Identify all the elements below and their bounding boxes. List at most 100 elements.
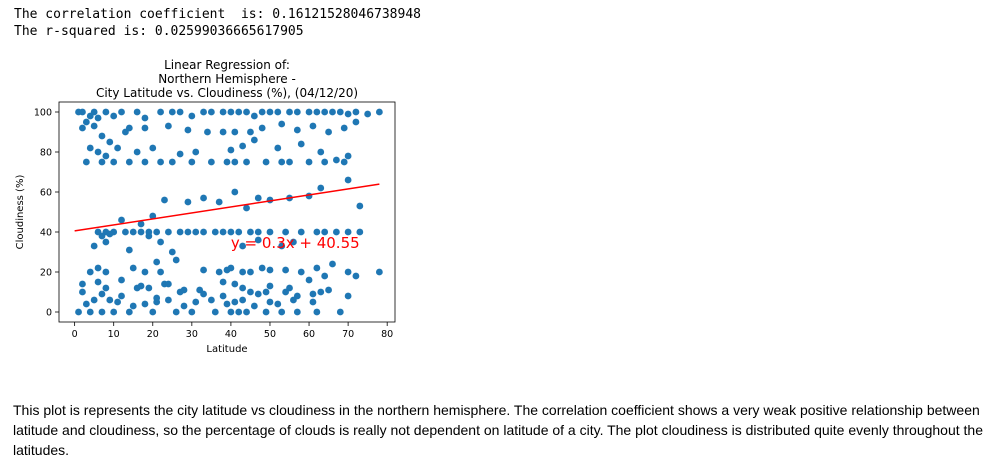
data-point xyxy=(82,300,90,308)
y-tick-label: 80 xyxy=(40,148,52,159)
data-point xyxy=(102,108,110,116)
x-tick-label: 50 xyxy=(264,329,276,340)
data-point xyxy=(219,128,227,136)
data-point xyxy=(125,246,133,254)
data-point xyxy=(227,308,235,316)
data-point xyxy=(200,228,207,236)
data-point xyxy=(176,228,184,236)
x-axis-label: Latitude xyxy=(206,344,247,355)
data-point xyxy=(79,124,86,132)
data-point xyxy=(243,308,250,316)
data-point xyxy=(313,308,321,316)
data-point xyxy=(106,296,114,304)
data-point xyxy=(321,158,329,166)
data-point xyxy=(247,228,254,236)
data-point xyxy=(286,158,293,166)
data-point xyxy=(141,300,149,308)
data-point xyxy=(239,284,247,292)
data-point xyxy=(133,148,141,156)
data-point xyxy=(157,268,164,276)
data-point xyxy=(274,108,282,116)
data-point xyxy=(184,126,192,134)
data-point xyxy=(293,308,301,316)
data-point xyxy=(219,108,227,116)
regression-line xyxy=(74,183,380,232)
data-point xyxy=(336,308,344,316)
data-point xyxy=(122,128,129,136)
data-point xyxy=(86,144,94,152)
data-point xyxy=(297,140,305,148)
data-point xyxy=(313,108,321,116)
data-point xyxy=(239,142,247,150)
data-point xyxy=(262,288,270,296)
data-point xyxy=(235,308,243,316)
data-point xyxy=(317,184,325,192)
data-point xyxy=(98,158,106,166)
x-tick-label: 0 xyxy=(72,329,78,340)
data-point xyxy=(375,108,383,116)
data-point xyxy=(243,158,250,166)
data-point xyxy=(254,236,262,244)
data-point xyxy=(254,290,262,298)
data-point xyxy=(192,298,200,306)
data-point xyxy=(235,108,243,116)
data-point xyxy=(336,108,344,116)
data-point xyxy=(332,156,340,164)
data-point xyxy=(192,148,200,156)
x-tick-label: 10 xyxy=(108,329,120,340)
data-point xyxy=(344,268,352,276)
x-tick-label: 80 xyxy=(381,329,393,340)
data-point xyxy=(164,296,172,304)
data-point xyxy=(137,228,145,236)
y-axis: 0 20 40 60 80 100 xyxy=(34,108,59,319)
data-point xyxy=(231,158,239,166)
data-point xyxy=(90,108,98,116)
data-point xyxy=(82,158,90,166)
data-point xyxy=(133,108,141,116)
data-point xyxy=(98,132,106,140)
data-point xyxy=(239,242,247,250)
data-point xyxy=(266,266,274,274)
data-point xyxy=(321,228,329,236)
data-point xyxy=(114,144,122,152)
data-point xyxy=(168,158,176,166)
data-point xyxy=(286,108,293,116)
data-point xyxy=(200,290,207,298)
data-point xyxy=(192,228,200,236)
data-point xyxy=(98,308,106,316)
data-point xyxy=(321,108,329,116)
data-point xyxy=(325,128,332,136)
data-point xyxy=(317,288,325,296)
data-point xyxy=(321,272,329,280)
data-point xyxy=(247,268,254,276)
data-point xyxy=(266,282,274,290)
data-point xyxy=(278,158,286,166)
data-point xyxy=(329,260,336,268)
data-point xyxy=(352,108,360,116)
data-point xyxy=(293,126,301,134)
data-point xyxy=(172,308,180,316)
data-point xyxy=(118,108,125,116)
data-point xyxy=(90,122,98,130)
data-point xyxy=(332,228,340,236)
data-point xyxy=(141,158,149,166)
data-point xyxy=(114,298,122,306)
data-point xyxy=(344,228,352,236)
data-point xyxy=(125,308,133,316)
data-point xyxy=(227,228,235,236)
data-point xyxy=(157,238,164,246)
data-point xyxy=(293,108,301,116)
y-tick-label: 60 xyxy=(40,188,52,199)
data-point xyxy=(102,268,110,276)
chart-title-line-2: Northern Hemisphere - xyxy=(158,72,296,86)
data-point xyxy=(79,280,86,288)
chart-title-line-1: Linear Regression of: xyxy=(164,58,290,72)
data-point xyxy=(86,308,94,316)
data-point xyxy=(254,194,262,202)
chart-title-line-3: City Latitude vs. Cloudiness (%), (04/12… xyxy=(96,86,358,100)
data-point xyxy=(219,228,227,236)
data-point xyxy=(325,286,332,294)
data-point xyxy=(231,280,239,288)
data-point xyxy=(356,202,364,210)
data-point xyxy=(282,266,290,274)
